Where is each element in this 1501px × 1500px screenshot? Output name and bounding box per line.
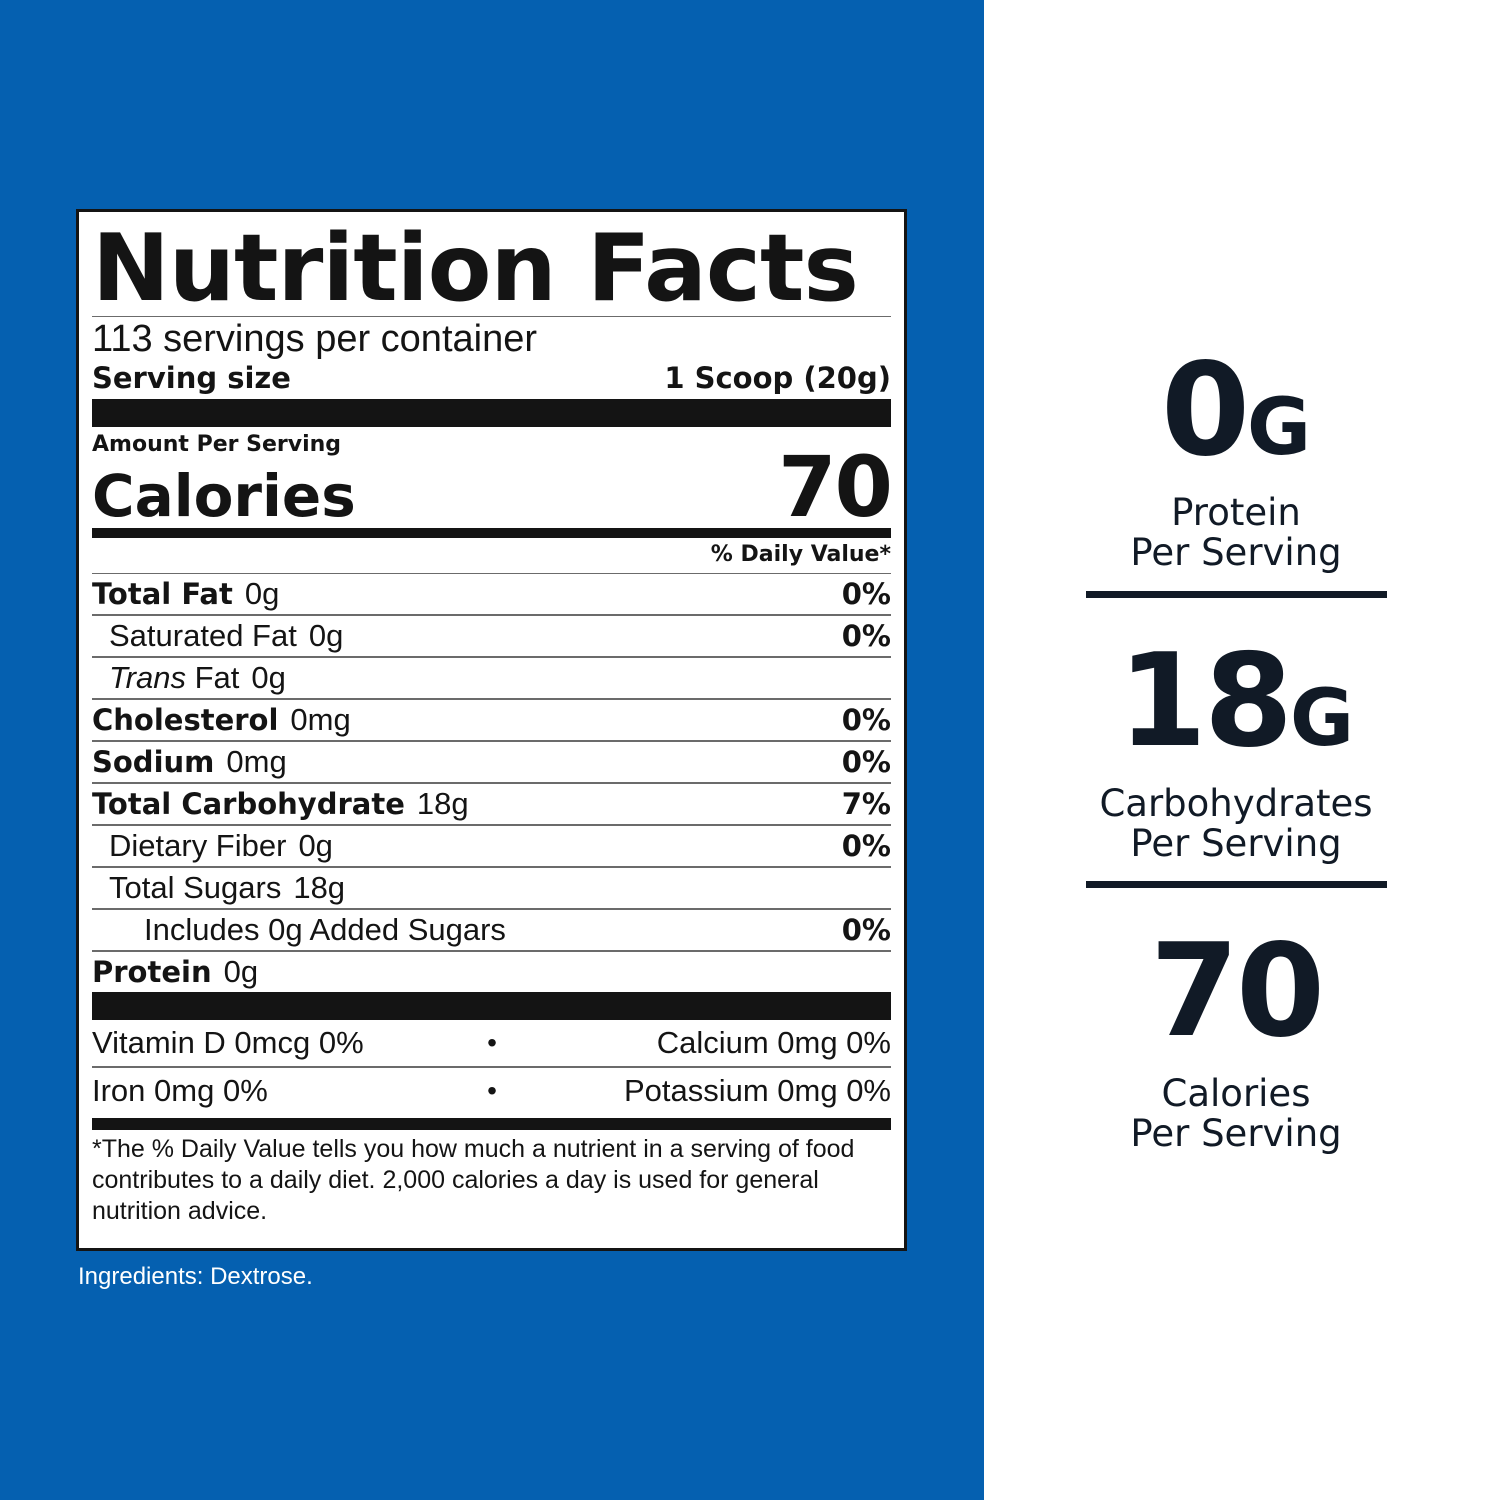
nutrient-daily-value: 0% — [841, 745, 891, 779]
medium-divider — [92, 528, 891, 538]
serving-size-row: Serving size 1 Scoop (20g) — [92, 359, 891, 399]
nutrient-amount: 0g — [298, 828, 333, 863]
nutrient-label: Total Carbohydrate — [92, 787, 405, 821]
stat-caption-line2: Per Serving — [1130, 1112, 1342, 1155]
medium-divider — [92, 1118, 891, 1130]
serving-size-value: 1 Scoop (20g) — [664, 361, 891, 395]
nutrient-label: Fat — [194, 660, 240, 695]
nutrient-amount: 18g — [416, 786, 469, 821]
nutrient-row-total-carbohydrate: Total Carbohydrate 18g 7% — [92, 784, 891, 826]
stat-value: 70 — [1075, 927, 1397, 1074]
stat-caption-line1: Protein — [1171, 491, 1301, 534]
stat-caption-line1: Carbohydrates — [1099, 782, 1373, 825]
daily-value-footnote: *The % Daily Value tells you how much a … — [92, 1135, 855, 1225]
stat-divider — [1086, 591, 1387, 598]
stat-carbohydrates: 18G Carbohydrates Per Serving — [1075, 637, 1397, 864]
nutrient-daily-value: 7% — [841, 787, 891, 821]
nutrition-facts-title: Nutrition Facts — [92, 214, 859, 322]
nutrient-label: Total Sugars — [109, 870, 282, 905]
nutrition-facts-label: Nutrition Facts 113 servings per contain… — [76, 209, 907, 1251]
nutrient-row-saturated-fat: Saturated Fat 0g 0% — [92, 616, 891, 658]
stat-caption-line2: Per Serving — [1130, 822, 1342, 865]
nutrient-row-dietary-fiber: Dietary Fiber 0g 0% — [92, 826, 891, 868]
nutrient-label-italic: Trans — [109, 660, 186, 695]
nutrient-amount: 18g — [293, 870, 346, 905]
stat-protein: 0G Protein Per Serving — [1075, 346, 1397, 573]
stat-number: 70 — [1149, 917, 1325, 1066]
nutrient-daily-value: 0% — [841, 577, 891, 611]
divider — [92, 1066, 891, 1068]
thick-divider — [92, 399, 891, 427]
vitamin-row: Iron 0mg 0% • Potassium 0mg 0% — [92, 1068, 891, 1114]
bullet-separator: • — [487, 1075, 497, 1106]
servings-per-container: 113 servings per container — [92, 318, 537, 360]
stat-caption-line1: Calories — [1161, 1072, 1311, 1115]
nutrient-label: Dietary Fiber — [109, 828, 287, 863]
thick-divider — [92, 992, 891, 1020]
nutrient-daily-value: 0% — [841, 913, 891, 947]
nutrient-row-trans-fat: Trans Fat 0g — [92, 658, 891, 700]
nutrient-row-added-sugars: Includes 0g Added Sugars 0% — [92, 910, 891, 952]
stat-unit: G — [1290, 674, 1355, 764]
stat-number: 0 — [1160, 336, 1250, 485]
nutrient-amount: 0g — [223, 954, 259, 989]
nutrient-label: Includes 0g Added Sugars — [144, 912, 506, 947]
nutrient-amount: 0mg — [290, 702, 351, 737]
calories-row: Calories 70 — [92, 445, 893, 530]
nutrient-row-cholesterol: Cholesterol 0mg 0% — [92, 700, 891, 742]
nutrient-row-protein: Protein 0g — [92, 952, 891, 992]
stat-value: 0G — [1075, 346, 1397, 493]
divider — [92, 573, 891, 574]
nutrient-label: Cholesterol — [92, 703, 279, 737]
nutrient-label: Saturated Fat — [109, 618, 297, 653]
nutrient-row-total-fat: Total Fat 0g 0% — [92, 574, 891, 616]
stat-unit: G — [1247, 383, 1312, 473]
nutrient-amount: 0g — [251, 660, 286, 695]
vitamin-left: Vitamin D 0mcg 0% — [92, 1025, 364, 1060]
calories-value: 70 — [778, 438, 893, 536]
stat-divider — [1086, 881, 1387, 888]
nutrient-row-total-sugars: Total Sugars 18g — [92, 868, 891, 910]
calories-label: Calories — [92, 462, 356, 530]
nutrient-daily-value: 0% — [841, 619, 891, 653]
vitamin-left: Iron 0mg 0% — [92, 1073, 268, 1108]
stat-caption-line2: Per Serving — [1130, 531, 1342, 574]
divider — [92, 316, 891, 317]
ingredients-text: Ingredients: Dextrose. — [78, 1263, 313, 1290]
nutrient-amount: 0g — [244, 576, 280, 611]
nutrient-label: Protein — [92, 955, 212, 989]
nutrient-label: Total Fat — [92, 577, 233, 611]
nutrient-daily-value: 0% — [841, 703, 891, 737]
nutrient-label: Sodium — [92, 745, 215, 779]
vitamin-right: Potassium 0mg 0% — [623, 1073, 891, 1108]
amount-per-serving: Amount Per Serving — [92, 432, 342, 457]
stat-calories: 70 Calories Per Serving — [1075, 927, 1397, 1154]
serving-size-label: Serving size — [92, 361, 291, 395]
nutrient-amount: 0mg — [226, 744, 287, 779]
daily-value-header: % Daily Value* — [710, 542, 891, 567]
stat-value: 18G — [1075, 637, 1397, 784]
bullet-separator: • — [487, 1027, 497, 1058]
nutrient-daily-value: 0% — [841, 829, 891, 863]
stat-number: 18 — [1117, 627, 1293, 776]
vitamin-row: Vitamin D 0mcg 0% • Calcium 0mg 0% — [92, 1020, 891, 1066]
nutrient-row-sodium: Sodium 0mg 0% — [92, 742, 891, 784]
vitamin-right: Calcium 0mg 0% — [656, 1025, 891, 1060]
nutrient-amount: 0g — [308, 618, 344, 653]
